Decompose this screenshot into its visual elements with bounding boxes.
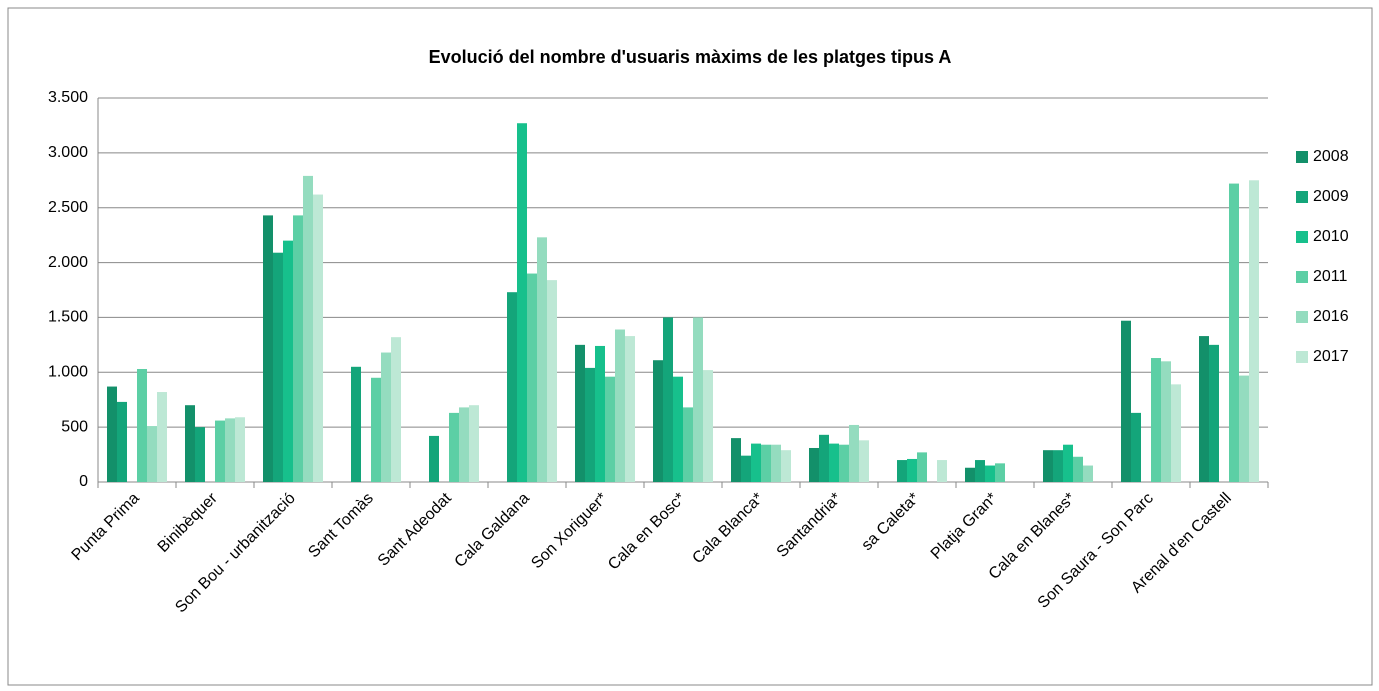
legend-label: 2011	[1313, 268, 1348, 285]
bar	[527, 273, 537, 482]
legend-label: 2010	[1313, 228, 1349, 245]
bar	[1131, 412, 1141, 482]
y-tick-label: 2.500	[48, 199, 88, 216]
bar	[215, 420, 225, 482]
bar	[507, 292, 517, 482]
bar	[137, 368, 147, 482]
bar	[1209, 344, 1219, 482]
chart-title: Evolució del nombre d'usuaris màxims de …	[429, 47, 952, 67]
bar	[731, 438, 741, 482]
bar	[751, 443, 761, 482]
bar	[107, 386, 117, 482]
bar	[1053, 450, 1063, 482]
bar	[303, 175, 313, 482]
bar	[1249, 180, 1259, 483]
bar	[1121, 320, 1131, 482]
bar	[381, 352, 391, 482]
bar	[1063, 444, 1073, 482]
y-tick-label: 0	[79, 473, 88, 490]
legend-swatch	[1296, 351, 1308, 363]
bar	[273, 252, 283, 482]
bar	[185, 405, 195, 482]
bar	[547, 280, 557, 482]
bar	[575, 344, 585, 482]
legend-label: 2009	[1313, 188, 1349, 205]
bar	[1199, 336, 1209, 482]
bar	[235, 417, 245, 482]
legend-swatch	[1296, 311, 1308, 323]
legend-swatch	[1296, 191, 1308, 203]
bar	[225, 418, 235, 482]
bar	[693, 317, 703, 482]
y-tick-label: 1.000	[48, 364, 88, 381]
bar	[1171, 384, 1181, 482]
bar	[313, 194, 323, 482]
bar	[585, 367, 595, 482]
bar	[625, 336, 635, 482]
bar	[1043, 450, 1053, 482]
legend-label: 2017	[1313, 348, 1349, 365]
bar	[117, 401, 127, 482]
bar	[897, 460, 907, 482]
bar	[469, 405, 479, 482]
y-tick-label: 1.500	[48, 309, 88, 326]
bar	[741, 455, 751, 482]
bar	[1229, 183, 1239, 482]
legend-label: 2008	[1313, 148, 1349, 165]
bar	[859, 440, 869, 482]
bar	[263, 215, 273, 482]
bar	[937, 460, 947, 482]
bar	[429, 435, 439, 482]
bar	[1161, 361, 1171, 482]
y-tick-label: 2.000	[48, 254, 88, 271]
bar	[683, 407, 693, 482]
bar	[761, 444, 771, 482]
bar	[663, 317, 673, 482]
bar	[517, 123, 527, 482]
bar	[781, 450, 791, 482]
bar	[1151, 358, 1161, 482]
bar	[391, 337, 401, 482]
bar	[995, 463, 1005, 482]
bar	[615, 329, 625, 482]
legend-label: 2016	[1313, 308, 1349, 325]
bar	[537, 237, 547, 482]
legend-swatch	[1296, 271, 1308, 283]
bar	[975, 460, 985, 482]
bar	[703, 370, 713, 482]
bar	[819, 434, 829, 482]
bar	[771, 444, 781, 482]
bar	[351, 366, 361, 482]
bar	[653, 360, 663, 482]
bar	[839, 444, 849, 482]
bar	[1073, 456, 1083, 482]
bar	[293, 215, 303, 482]
bar	[907, 458, 917, 482]
y-tick-label: 3.000	[48, 144, 88, 161]
bar	[849, 424, 859, 482]
bar	[985, 465, 995, 482]
y-tick-label: 3.500	[48, 89, 88, 106]
legend-swatch	[1296, 151, 1308, 163]
bar	[449, 412, 459, 482]
bar	[605, 376, 615, 482]
bar	[595, 345, 605, 482]
bar	[1083, 465, 1093, 482]
bar	[917, 452, 927, 482]
bar	[157, 392, 167, 482]
legend-swatch	[1296, 231, 1308, 243]
bar	[809, 447, 819, 482]
bar	[147, 426, 157, 482]
bar	[829, 443, 839, 482]
bar	[1239, 375, 1249, 482]
bar	[673, 376, 683, 482]
bar	[195, 427, 205, 482]
bar	[283, 240, 293, 482]
bar	[371, 377, 381, 482]
chart-border	[7, 7, 1373, 686]
bar	[965, 467, 975, 482]
bar	[459, 407, 469, 482]
y-tick-label: 500	[61, 418, 88, 435]
